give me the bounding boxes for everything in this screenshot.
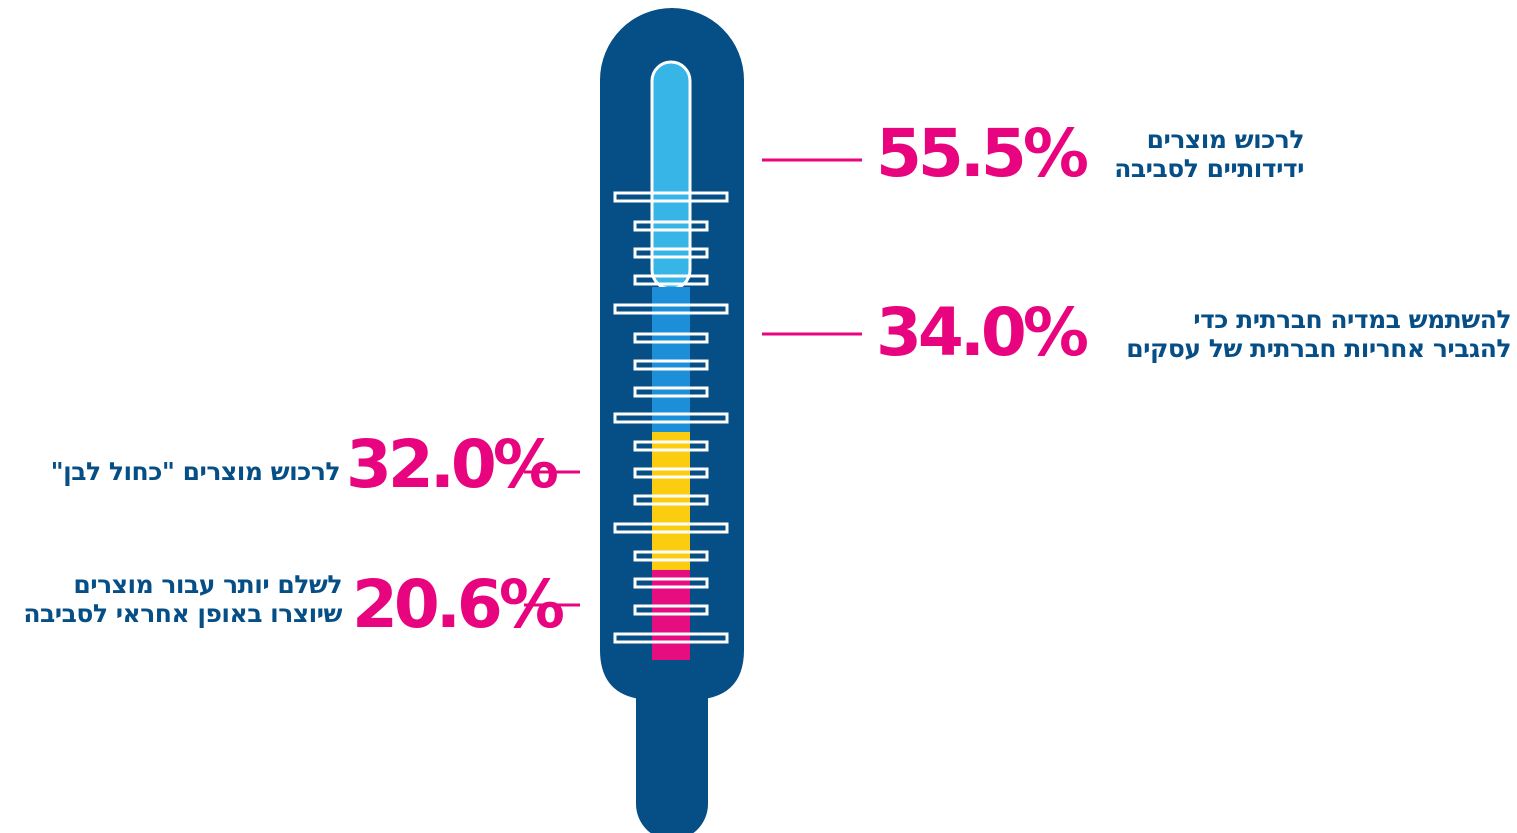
label-eco-products: לרכוש מוצרים ידידותיים לסביבה (1114, 125, 1304, 183)
percent-blue-white: 32.0% (346, 426, 559, 503)
major-tick-12 (613, 191, 729, 203)
fluid-segment-blue-white (652, 432, 690, 572)
minor-tick-2 (633, 274, 709, 286)
major-tick-14 (613, 412, 729, 424)
label-social-media: להשתמש במדיה חברתית כדי להגביר אחריות חב… (1126, 305, 1511, 363)
label-pay-more-line-1: לשלם יותר עבור מוצרים (73, 570, 342, 599)
minor-tick-0 (633, 220, 709, 232)
label-pay-more-line-2: שיוצרו באופן אחראי לסביבה (23, 599, 342, 628)
major-tick-16 (613, 632, 729, 644)
minor-tick-4 (633, 359, 709, 371)
minor-tick-9 (633, 550, 709, 562)
scale-ticks (613, 191, 729, 644)
label-blue-white: לרכוש מוצרים "כחול לבן" (50, 457, 341, 486)
percent-pay-more: 20.6% (352, 566, 565, 643)
minor-tick-11 (633, 604, 709, 616)
label-eco-products-line-2: ידידותיים לסביבה (1114, 154, 1304, 183)
minor-tick-5 (633, 386, 709, 398)
label-eco-products-line-1: לרכוש מוצרים (1146, 125, 1305, 154)
label-pay-more: לשלם יותר עבור מוצרים שיוצרו באופן אחראי… (23, 570, 342, 628)
minor-tick-3 (633, 332, 709, 344)
thermometer-stem (636, 660, 708, 833)
fluid-segment-eco-products (650, 60, 692, 291)
major-tick-15 (613, 522, 729, 534)
percent-social-media: 34.0% (876, 294, 1089, 371)
minor-tick-7 (633, 467, 709, 479)
label-social-media-line-1: להשתמש במדיה חברתית כדי (1193, 305, 1511, 334)
label-social-media-line-2: להגביר אחריות חברתית של עסקים (1126, 334, 1511, 363)
minor-tick-8 (633, 494, 709, 506)
major-tick-13 (613, 303, 729, 315)
minor-tick-1 (633, 247, 709, 259)
label-blue-white-line-1: לרכוש מוצרים "כחול לבן" (50, 457, 341, 486)
percent-eco-products: 55.5% (876, 115, 1089, 192)
minor-tick-10 (633, 577, 709, 589)
minor-tick-6 (633, 440, 709, 452)
